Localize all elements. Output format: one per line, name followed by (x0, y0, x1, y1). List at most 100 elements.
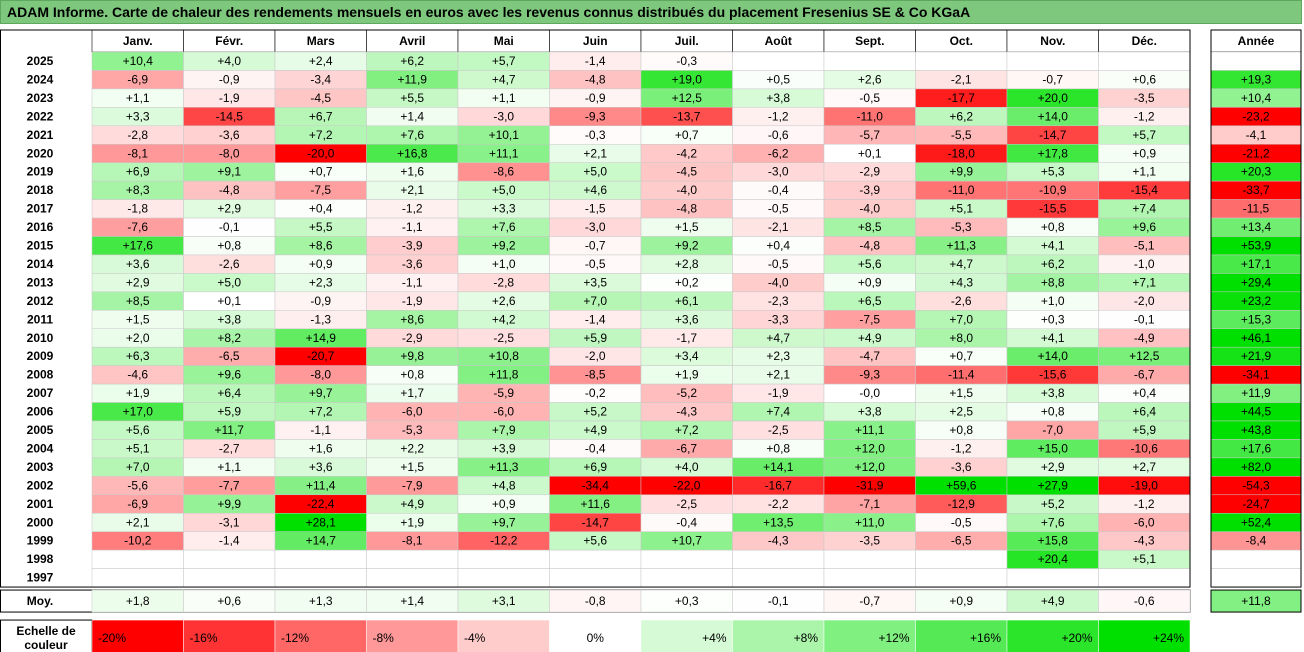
heatmap-cell-value: +9,9 (217, 497, 241, 511)
heatmap-cell-value: +12,5 (672, 91, 703, 105)
heatmap-cell-value: +7,9 (492, 423, 516, 437)
heatmap-cell-value: -3,6 (951, 460, 972, 474)
heatmap-cell-value: +59,6 (946, 478, 977, 492)
heatmap-cell (183, 549, 276, 569)
year-label: 2015 (27, 239, 54, 253)
heatmap-cell-value: +8,6 (309, 239, 333, 253)
heatmap-cell-value: +2,1 (400, 183, 424, 197)
heatmap-cell (915, 549, 1008, 569)
heatmap-cell-value: +8,0 (949, 331, 973, 345)
heatmap-cell-value: +5,1 (949, 202, 973, 216)
heatmap-cell-value: +7,6 (1041, 515, 1065, 529)
heatmap-cell-value: +6,5 (858, 294, 882, 308)
heatmap-cell-value: +4,9 (583, 423, 607, 437)
month-header-label: Mars (307, 34, 335, 48)
heatmap-cell (457, 568, 550, 588)
heatmap-cell-value: -8,5 (585, 368, 606, 382)
heatmap-cell-value: -3,0 (768, 165, 789, 179)
heatmap-cell-value: -3,5 (1134, 91, 1155, 105)
heatmap-cell-value: +2,9 (126, 275, 150, 289)
heatmap-cell-value: +6,9 (583, 460, 607, 474)
heatmap-cell-value: +4,7 (492, 72, 516, 86)
heatmap-cell-value: -0,0 (859, 386, 880, 400)
heatmap-cell-value: +4,9 (400, 497, 424, 511)
heatmap-cell-value: +15,0 (1038, 441, 1069, 455)
year-label: 2005 (27, 423, 54, 437)
heatmap-cell-value: -6,0 (1134, 515, 1155, 529)
heatmap-cell-value: +4,0 (217, 54, 241, 68)
heatmap-cell-value: +1,4 (400, 109, 424, 123)
heatmap-cell (91, 568, 184, 588)
heatmap-cell-value: +1,1 (492, 91, 516, 105)
heatmap-cell-value: +2,1 (583, 146, 607, 160)
heatmap-cell-value: +15,8 (1038, 534, 1069, 548)
year-label: 2000 (27, 515, 54, 529)
heatmap-cell-value: -5,5 (951, 128, 972, 142)
heatmap-cell-value: +3,8 (1041, 386, 1065, 400)
scale-swatch-label: -20% (98, 631, 126, 645)
heatmap-cell-value: -2,0 (1134, 294, 1155, 308)
month-header-label: Nov. (1040, 34, 1065, 48)
heatmap-cell (549, 549, 642, 569)
heatmap-cell-value: +0,9 (858, 275, 882, 289)
heatmap-cell-value: -5,9 (493, 386, 514, 400)
heatmap-cell (274, 568, 367, 588)
heatmap-cell-value: +2,1 (126, 515, 150, 529)
scale-swatch-label: -16% (190, 631, 218, 645)
scale-swatch (91, 619, 184, 652)
heatmap-cell-value: -1,1 (402, 275, 423, 289)
heatmap-cell-value: -1,1 (402, 220, 423, 234)
heatmap-cell-value: -2,9 (859, 165, 880, 179)
heatmap-cell-value: -7,9 (402, 478, 423, 492)
heatmap-cell (640, 549, 733, 569)
year-label: 2020 (27, 146, 54, 160)
heatmap-cell-value: +0,7 (675, 128, 699, 142)
heatmap-cell-value: -1,1 (310, 423, 331, 437)
heatmap-cell-value: -18,0 (948, 146, 976, 160)
heatmap-cell-value: +11,3 (489, 460, 519, 474)
heatmap-cell-value: +5,3 (1041, 165, 1065, 179)
heatmap-cell-value: -1,8 (127, 202, 148, 216)
heatmap-cell-value: -31,9 (856, 478, 884, 492)
average-cell-value: +1,3 (309, 594, 333, 608)
heatmap-cell-value: +1,9 (400, 515, 424, 529)
heatmap-cell-value: +0,8 (1041, 220, 1065, 234)
heatmap-cell-value: -8,0 (219, 146, 240, 160)
heatmap-cell-value: +4,7 (949, 257, 973, 271)
heatmap-cell-value: -8,0 (310, 368, 331, 382)
heatmap-cell-value: +4,2 (492, 312, 516, 326)
average-cell-value: -0,7 (859, 594, 880, 608)
heatmap-cell-value: -0,3 (676, 54, 697, 68)
heatmap-cell-value: +14,7 (306, 534, 337, 548)
average-annual-cell (1210, 589, 1302, 613)
heatmap-cell-value: +20,4 (1038, 552, 1069, 566)
heatmap-cell-value: +6,2 (400, 54, 424, 68)
heatmap-cell-value: -0,4 (768, 183, 789, 197)
heatmap-cell-value: -8,1 (402, 534, 423, 548)
heatmap-cell-value: +1,7 (400, 386, 424, 400)
year-label: 2014 (27, 257, 54, 271)
heatmap-cell-value: +8,5 (126, 294, 150, 308)
heatmap-cell-value: +14,9 (306, 331, 337, 345)
heatmap-cell-value: -20,7 (307, 349, 335, 363)
heatmap-cell-value: -20,0 (307, 146, 335, 160)
year-label: 2008 (27, 368, 54, 382)
heatmap-cell-value: +14,0 (1038, 109, 1069, 123)
heatmap-cell-value: -3,0 (493, 109, 514, 123)
heatmap-cell-value: -4,3 (768, 534, 789, 548)
heatmap-cell-value: +2,2 (400, 441, 424, 455)
heatmap-cell (640, 568, 733, 588)
heatmap-cell-value: +9,2 (675, 239, 699, 253)
heatmap-cell-value: -4,3 (1134, 534, 1155, 548)
average-cell-value: +1,4 (400, 594, 424, 608)
year-label: 2022 (27, 109, 54, 123)
heatmap-cell-value: -9,3 (585, 109, 606, 123)
scale-swatch-label: 0% (587, 631, 605, 645)
heatmap-cell-value: -2,1 (768, 220, 789, 234)
heatmap-cell-value: +0,1 (858, 146, 882, 160)
heatmap-cell-value: +0,7 (309, 165, 333, 179)
heatmap-cell-value: +3,3 (492, 202, 516, 216)
heatmap-cell-value: +6,3 (126, 349, 150, 363)
heatmap-cell-value: +17,0 (123, 405, 154, 419)
annual-cell-value: +82,0 (1241, 460, 1272, 474)
